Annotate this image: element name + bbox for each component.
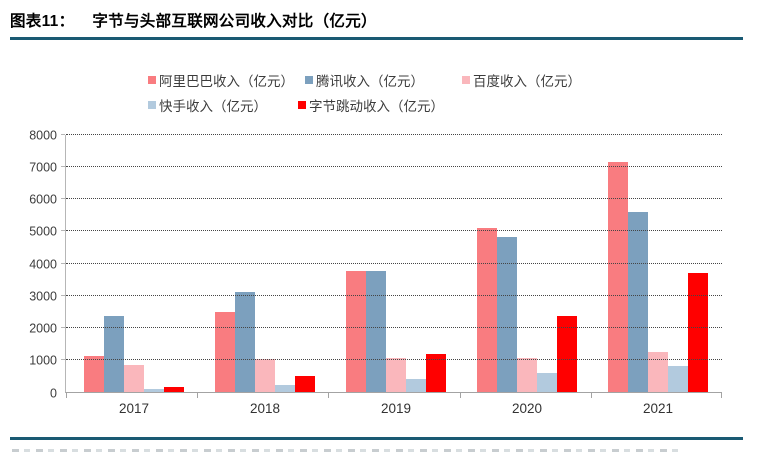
- x-axis-tick: [590, 393, 592, 398]
- bars-row: 2017 2018 2019 2020 2021: [66, 135, 722, 416]
- plot-area: 2017 2018 2019 2020 2021: [61, 134, 722, 416]
- y-axis-labels: 0 1000 2000 3000 4000 5000 6000 7000 8000: [0, 129, 57, 399]
- x-axis-label: 2020: [511, 401, 543, 416]
- y-axis-tick: [61, 166, 65, 168]
- bar: [497, 237, 517, 392]
- x-axis-tick: [721, 393, 722, 398]
- gridline: [66, 326, 722, 328]
- bar: [557, 316, 577, 392]
- y-tick-label: 8000: [29, 127, 57, 142]
- legend-row-1: 阿里巴巴收入（亿元） 腾讯收入（亿元） 百度收入（亿元）: [148, 67, 581, 92]
- y-axis-tick: [61, 230, 65, 232]
- bar-group-2021: 2021: [608, 135, 708, 416]
- x-axis-tick: [459, 393, 461, 398]
- bar: [608, 161, 628, 392]
- legend-swatch-icon: [148, 75, 156, 84]
- y-tick-label: 6000: [29, 192, 57, 207]
- gridline: [66, 230, 722, 232]
- x-axis-tick: [66, 393, 67, 398]
- legend-item-2: 腾讯收入（亿元）: [305, 70, 462, 90]
- gridline: [66, 134, 722, 135]
- x-axis-tick: [328, 393, 330, 398]
- bar: [386, 357, 406, 392]
- bar: [366, 270, 386, 392]
- bar: [688, 273, 708, 392]
- bar: [104, 315, 124, 392]
- bar: [215, 311, 235, 392]
- bar: [346, 270, 366, 392]
- gridline: [66, 262, 722, 264]
- y-axis-tick: [61, 198, 65, 200]
- y-axis-tick: [61, 358, 65, 360]
- legend-item-4: 快手收入（亿元）: [148, 95, 298, 115]
- x-axis-tick: [197, 393, 199, 398]
- y-tick-label: 1000: [29, 353, 57, 368]
- legend-row-2: 快手收入（亿元） 字节跳动收入（亿元）: [148, 92, 581, 117]
- bar: [648, 352, 668, 392]
- bar-group-2019: 2019: [346, 135, 446, 416]
- bar: [295, 375, 315, 392]
- legend-item-5: 字节跳动收入（亿元）: [298, 95, 444, 115]
- bar: [477, 228, 497, 392]
- top-accent-rule: [10, 37, 743, 40]
- bar: [124, 364, 144, 392]
- x-axis-label: 2019: [380, 401, 412, 416]
- y-tick-label: 3000: [29, 289, 57, 303]
- bar: [84, 356, 104, 392]
- figure-header: 图表11： 字节与头部互联网公司收入对比（亿元）: [10, 9, 377, 31]
- legend-label: 腾讯收入（亿元）: [316, 73, 424, 89]
- legend-label: 快手收入（亿元）: [159, 98, 267, 114]
- bar: [668, 365, 688, 392]
- bar: [426, 354, 446, 392]
- bar: [517, 357, 537, 392]
- x-axis-label: 2017: [118, 401, 150, 416]
- legend-swatch-icon: [148, 100, 156, 109]
- bar: [144, 389, 164, 392]
- chart-legend: 阿里巴巴收入（亿元） 腾讯收入（亿元） 百度收入（亿元） 快手收入（亿元） 字节跳动收…: [148, 67, 581, 117]
- gridline: [66, 198, 722, 200]
- legend-swatch-icon: [298, 100, 306, 109]
- bottom-accent-rule: [10, 437, 743, 440]
- figure-title: 字节与头部互联网公司收入对比（亿元）: [92, 13, 377, 30]
- bar: [406, 379, 426, 392]
- legend-label: 百度收入（亿元）: [473, 73, 581, 89]
- bar: [537, 373, 557, 392]
- gridline: [66, 294, 722, 296]
- x-axis-label: 2021: [642, 401, 674, 416]
- y-axis-tick: [61, 134, 65, 135]
- y-tick-label: 4000: [29, 256, 57, 271]
- bar: [164, 387, 184, 392]
- bar: [628, 212, 648, 392]
- legend-swatch-icon: [305, 75, 313, 84]
- y-tick-label: 5000: [29, 224, 57, 239]
- gridline: [66, 358, 722, 360]
- y-tick-label: 7000: [29, 160, 57, 174]
- bar: [275, 385, 295, 392]
- gridline: [66, 166, 722, 168]
- bar-group-2018: 2018: [215, 135, 315, 416]
- bar: [235, 291, 255, 392]
- y-tick-label: 0: [50, 385, 57, 400]
- y-tick-label: 2000: [29, 321, 57, 336]
- y-axis-tick: [61, 326, 65, 328]
- bar-group-2017: 2017: [84, 135, 184, 416]
- legend-item-3: 百度收入（亿元）: [462, 70, 581, 90]
- figure-label: 图表11：: [10, 13, 75, 30]
- legend-label: 阿里巴巴收入（亿元）: [159, 73, 294, 89]
- legend-label: 字节跳动收入（亿元）: [309, 98, 444, 114]
- legend-item-1: 阿里巴巴收入（亿元）: [148, 70, 305, 90]
- x-axis-label: 2018: [249, 401, 281, 416]
- y-axis-tick: [61, 294, 65, 296]
- bar: [255, 359, 275, 392]
- y-axis-tick: [61, 262, 65, 264]
- bar-group-2020: 2020: [477, 135, 577, 416]
- legend-swatch-icon: [462, 75, 470, 84]
- cropped-text-remnant: [12, 449, 682, 452]
